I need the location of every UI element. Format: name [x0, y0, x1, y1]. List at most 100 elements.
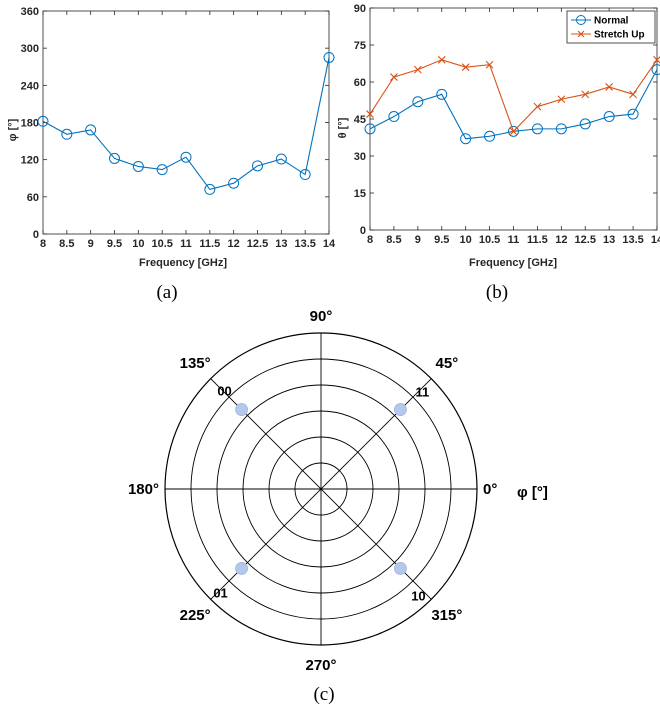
panel-a-xtick-label: 9 [88, 238, 94, 250]
panel-b-xtick-label: 14 [651, 234, 660, 246]
panel-b-xtick-label: 8.5 [386, 234, 401, 246]
polar-point-label: 01 [213, 585, 227, 600]
panel-b-series-1-point [557, 95, 566, 104]
panel-a-caption: (a) [156, 282, 177, 303]
panel-b-series-0-point [388, 111, 400, 123]
panel-b-legend-marker [577, 30, 585, 38]
panel-c-caption: (c) [313, 684, 334, 705]
panel-a-ytick-label: 180 [21, 118, 39, 130]
panel-b-series-0-point [508, 125, 519, 137]
polar-point [235, 562, 248, 575]
panel-b-series-1-point [366, 110, 374, 118]
panel-b-series-1-point [485, 60, 494, 69]
panel-a-axes-box [42, 10, 330, 235]
panel-b-xtick-label: 13 [603, 234, 615, 246]
panel-b-series-1-point [509, 127, 518, 136]
panel-b-series-0-point [579, 118, 591, 130]
panel-a-ytick-label: 120 [21, 155, 39, 167]
panel-b-ytick-label: 60 [354, 77, 366, 89]
panel-b-series-1-point [653, 55, 660, 64]
panel-b-xtick-label: 8 [367, 234, 373, 246]
panel-a-series-0-point [323, 51, 335, 63]
panel-a-xtick-label: 10.5 [151, 238, 172, 250]
panel-a-xtick-label: 12 [228, 238, 240, 250]
polar-angle-label: 135° [180, 355, 211, 372]
panel-b-xtick-label: 9.5 [434, 234, 449, 246]
panel-a-ytick-label: 240 [21, 80, 39, 92]
panel-a-xtick-label: 11 [180, 238, 192, 250]
panel-b-series-0-point [364, 123, 376, 135]
panel-b-legend: Normal Stretch Up [566, 10, 656, 44]
panel-b-xtick-label: 12 [555, 234, 567, 246]
polar-angle-label: 270° [305, 657, 336, 674]
panel-b-series-0-point [603, 111, 615, 123]
polar-angle-label: 180° [128, 481, 159, 498]
panel-b-xtick-label: 11.5 [527, 234, 548, 246]
panel-b-series-0-point [555, 123, 567, 135]
panel-a-xtick-label: 13 [275, 238, 287, 250]
panel-c-axis-label: φ [°] [517, 484, 548, 501]
panel-a-series-0-point [299, 169, 311, 181]
panel-b-xtick-label: 9 [415, 234, 421, 246]
panel-b-ytick-label: 75 [354, 40, 366, 52]
panel-b-series-0-point [460, 133, 472, 145]
panel-b-xtick-label: 10 [460, 234, 472, 246]
panel-a-xlabel: Frequency [GHz] [139, 257, 227, 269]
panel-a-series-0-point [109, 152, 120, 164]
panel-b-chart: 8 8.5 9 9.5 10 10.5 11 11.5 12 12.5 13 13.5 14 0 15 30 4… [354, 3, 660, 246]
panel-b-caption: (b) [486, 282, 508, 303]
panel-b-series-0-point [651, 64, 660, 76]
panel-a-ytick-label: 300 [21, 43, 39, 55]
panel-a-series-0-point [204, 183, 216, 195]
polar-angle-label: 45° [436, 355, 459, 372]
panel-a-series-0-point [228, 177, 240, 189]
panel-b-legend-marker [576, 15, 586, 25]
panel-b-ytick-label: 90 [354, 3, 366, 15]
panel-a-series-0-point [180, 151, 192, 163]
panel-b-series-1-point [390, 73, 398, 81]
panel-a-series-0-line [42, 57, 330, 191]
panel-b-series-1-point [413, 65, 422, 74]
polar-angle-label: 315° [431, 607, 462, 624]
panel-b-series-0-point [412, 96, 424, 108]
polar-point-label: 00 [217, 384, 231, 399]
panel-b-xtick-label: 12.5 [575, 234, 596, 246]
panel-a-xtick-label: 12.5 [247, 238, 268, 250]
polar-point-label: 11 [416, 385, 430, 400]
panel-b-xtick-label: 11 [508, 234, 520, 246]
panel-a-ytick-label: 360 [21, 6, 39, 18]
panel-a-series-0-point [61, 128, 73, 140]
polar-point [394, 562, 407, 575]
panel-b-xtick-label: 10.5 [479, 234, 500, 246]
panel-a-xtick-label: 14 [323, 238, 336, 250]
panel-a-series-0-point [132, 160, 144, 172]
panel-b-legend-label: Normal [594, 16, 629, 27]
panel-b-series-0-point [531, 123, 543, 135]
panel-b-series-1-point [629, 90, 637, 99]
panel-a-series-0-point [156, 164, 168, 176]
panel-a-series-0-point [85, 124, 97, 136]
polar-point [235, 403, 248, 416]
polar-spoke [210, 378, 432, 600]
panel-b-ytick-label: 45 [354, 114, 366, 126]
polar-point-label: 10 [411, 588, 425, 603]
panel-b-ytick-label: 0 [360, 225, 366, 237]
polar-point [394, 403, 407, 416]
panel-a-ytick-label: 0 [33, 229, 39, 241]
panel-a-xtick-label: 8.5 [59, 238, 74, 250]
polar-angle-label: 90° [310, 308, 333, 325]
polar-angle-label: 0° [483, 481, 497, 498]
panel-b-axes-box [369, 7, 658, 231]
panel-b-series-0-point [627, 108, 639, 120]
panel-a-series-0-point [275, 153, 287, 165]
panel-b-legend-label: Stretch Up [594, 30, 645, 41]
panel-a-xtick-label: 11.5 [199, 238, 220, 250]
panel-a-ylabel: φ [°] [7, 118, 19, 141]
panel-b-series-1-point [581, 90, 590, 99]
panel-b-legend-box [566, 10, 656, 44]
panel-b-ylabel: θ [°] [337, 117, 349, 138]
panel-a-xtick-label: 13.5 [294, 238, 315, 250]
panel-b-series-1-point [461, 63, 470, 72]
panel-a-xtick-label: 9.5 [107, 238, 122, 250]
